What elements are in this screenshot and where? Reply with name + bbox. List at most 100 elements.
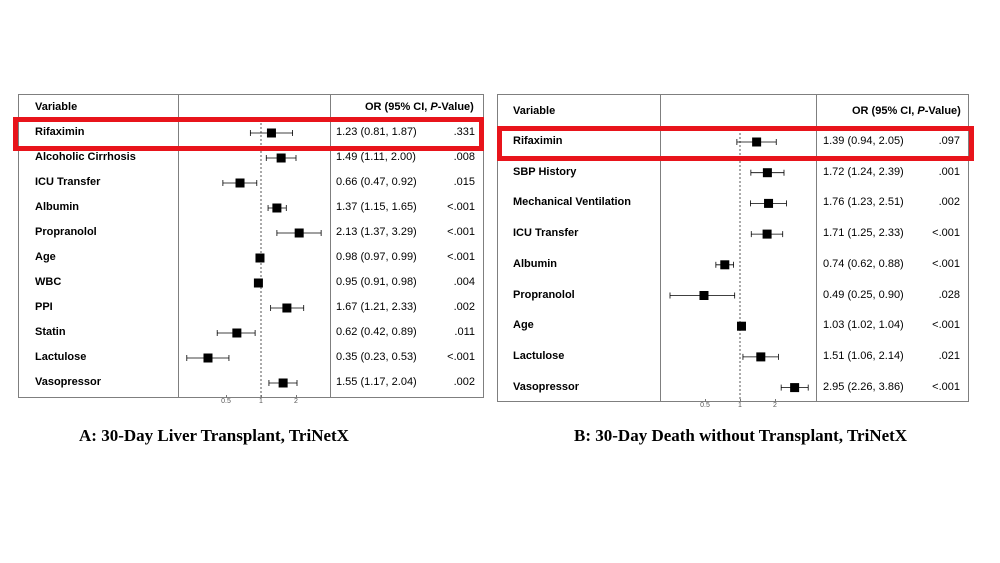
ci-mark-ppi: [270, 303, 305, 313]
row-or-ci: 1.51 (1.06, 2.14): [823, 349, 904, 362]
axis-tick-mark: [740, 399, 741, 402]
row-or-ci: 1.37 (1.15, 1.65): [336, 201, 417, 213]
axis-tick-label: 0.5: [221, 398, 231, 405]
axis-tick-label: 2: [773, 402, 777, 409]
row-p-value: <.001: [932, 227, 960, 240]
row-or-ci: 1.71 (1.25, 2.33): [823, 227, 904, 240]
row-variable: Rifaximin: [35, 126, 85, 138]
or-marker: [736, 321, 746, 331]
row-p-value: .021: [938, 349, 960, 362]
row-variable: Propranolol: [513, 288, 575, 301]
or-marker: [752, 137, 762, 147]
or-marker: [232, 328, 242, 338]
row-variable: WBC: [35, 276, 62, 288]
or-marker: [255, 253, 265, 263]
header-or-ci: OR (95% CI, P-Value): [852, 105, 961, 117]
or-marker: [276, 153, 286, 163]
row-p-value: .097: [938, 135, 960, 147]
row-p-value: .002: [453, 376, 475, 388]
row-or-ci: 0.98 (0.97, 0.99): [336, 251, 417, 263]
header-variable: Variable: [35, 101, 78, 113]
ci-mark-rifaximin: [736, 137, 777, 147]
row-variable: SBP History: [513, 165, 577, 178]
row-or-ci: 1.76 (1.23, 2.51): [823, 196, 904, 209]
row-or-ci: 1.03 (1.02, 1.04): [823, 319, 904, 332]
ci-mark-age: [736, 321, 746, 331]
ci-mark-rifaximin: [249, 128, 294, 138]
row-variable: Age: [35, 251, 56, 263]
row-variable: Statin: [35, 326, 66, 338]
caption-a: A: 30-Day Liver Transplant, TriNetX: [79, 426, 349, 445]
axis-tick-label: 1: [259, 398, 263, 405]
ci-mark-wbc: [253, 278, 263, 288]
row-variable: ICU Transfer: [35, 176, 101, 188]
row-variable: Albumin: [513, 257, 557, 270]
or-marker: [762, 229, 772, 239]
row-variable: Vasopressor: [513, 380, 580, 393]
divider-plot-left: [178, 95, 179, 397]
row-p-value: <.001: [447, 251, 475, 263]
axis-tick-label: 2: [294, 398, 298, 405]
ci-mark-vasopressor: [268, 378, 298, 388]
ci-mark-lactulose: [742, 352, 779, 362]
row-p-value: <.001: [932, 257, 960, 270]
ci-mark-propranolol: [669, 291, 736, 300]
header-or-ci: OR (95% CI, P-Value): [365, 101, 474, 113]
row-p-value: <.001: [932, 380, 960, 393]
row-p-value: <.001: [447, 226, 475, 238]
or-marker: [762, 168, 772, 178]
or-marker: [253, 278, 263, 288]
caption-b: B: 30-Day Death without Transplant, TriN…: [574, 426, 908, 445]
row-p-value: <.001: [447, 351, 475, 363]
row-or-ci: 1.72 (1.24, 2.39): [823, 165, 904, 178]
highlight-box-b: [497, 126, 974, 161]
or-marker: [278, 378, 288, 388]
row-variable: Age: [513, 319, 534, 332]
row-variable: Rifaximin: [513, 135, 563, 147]
ci-mark-icu-transfer: [222, 178, 258, 188]
or-marker: [756, 352, 766, 362]
row-variable: PPI: [35, 301, 53, 313]
divider-plot-left: [660, 95, 661, 401]
or-marker: [764, 198, 774, 208]
row-p-value: .002: [453, 301, 475, 313]
ci-mark-albumin: [267, 203, 287, 213]
row-p-value: .028: [938, 288, 960, 301]
ci-mark-lactulose: [186, 353, 230, 363]
row-or-ci: 1.39 (0.94, 2.05): [823, 135, 904, 147]
row-p-value: .002: [938, 196, 960, 209]
forest-plot-a: [186, 119, 322, 397]
or-marker: [790, 383, 800, 393]
axis-tick-label: 0.5: [700, 402, 710, 409]
row-or-ci: 0.35 (0.23, 0.53): [336, 351, 417, 363]
row-or-ci: 1.49 (1.11, 2.00): [336, 151, 416, 163]
row-p-value: .008: [453, 151, 475, 163]
row-or-ci: 0.74 (0.62, 0.88): [823, 257, 904, 270]
row-variable: Alcoholic Cirrhosis: [35, 151, 136, 163]
row-or-ci: 0.49 (0.25, 0.90): [823, 288, 904, 301]
row-p-value: .331: [453, 126, 475, 138]
row-or-ci: 0.66 (0.47, 0.92): [336, 176, 417, 188]
axis-tick-mark: [775, 399, 776, 402]
or-marker: [235, 178, 245, 188]
row-or-ci: 1.23 (0.81, 1.87): [336, 126, 417, 138]
or-marker: [294, 228, 304, 238]
highlight-box-a: [13, 117, 484, 151]
or-marker: [203, 353, 213, 363]
row-or-ci: 1.67 (1.21, 2.33): [336, 301, 417, 313]
row-variable: Mechanical Ventilation: [513, 196, 631, 209]
axis-tick-mark: [705, 399, 706, 402]
axis-tick-mark: [296, 395, 297, 398]
divider-plot-right: [816, 95, 817, 401]
or-marker: [272, 203, 282, 213]
row-or-ci: 2.13 (1.37, 3.29): [336, 226, 417, 238]
forest-plot-b: [669, 129, 809, 401]
row-p-value: <.001: [447, 201, 475, 213]
ci-mark-alcoholic-cirrhosis: [265, 153, 297, 163]
or-marker: [266, 128, 276, 138]
or-marker: [282, 303, 292, 313]
or-marker: [699, 291, 709, 300]
row-variable: Lactulose: [35, 351, 87, 363]
row-variable: Propranolol: [35, 226, 97, 238]
axis-tick-mark: [226, 395, 227, 398]
